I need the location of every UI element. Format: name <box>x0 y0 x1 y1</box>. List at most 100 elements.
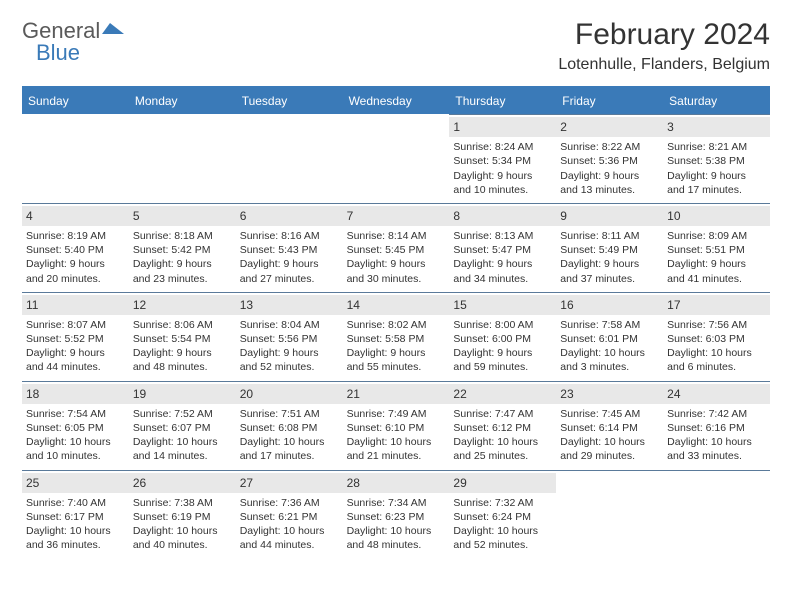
day-detail-line: Sunrise: 7:47 AM <box>453 407 552 421</box>
day-number: 21 <box>343 384 450 404</box>
calendar-cell: 17Sunrise: 7:56 AMSunset: 6:03 PMDayligh… <box>663 292 770 381</box>
day-detail-line: Sunrise: 7:52 AM <box>133 407 232 421</box>
day-detail-line: Sunrise: 7:34 AM <box>347 496 446 510</box>
day-header: Sunday <box>22 88 129 114</box>
day-number: 28 <box>343 473 450 493</box>
day-number: 2 <box>556 117 663 137</box>
day-detail-line: Sunrise: 7:42 AM <box>667 407 766 421</box>
day-detail-line: and 13 minutes. <box>560 183 659 197</box>
day-detail-line: Sunrise: 7:51 AM <box>240 407 339 421</box>
day-number: 9 <box>556 206 663 226</box>
day-header: Saturday <box>663 88 770 114</box>
day-detail-line: Sunset: 6:19 PM <box>133 510 232 524</box>
calendar-cell: 13Sunrise: 8:04 AMSunset: 5:56 PMDayligh… <box>236 292 343 381</box>
day-detail-line: Sunrise: 8:16 AM <box>240 229 339 243</box>
day-header: Friday <box>556 88 663 114</box>
calendar-grid: SundayMondayTuesdayWednesdayThursdayFrid… <box>22 86 770 558</box>
calendar-cell: 10Sunrise: 8:09 AMSunset: 5:51 PMDayligh… <box>663 203 770 292</box>
day-detail-line: and 21 minutes. <box>347 449 446 463</box>
day-number: 19 <box>129 384 236 404</box>
day-detail-line: and 25 minutes. <box>453 449 552 463</box>
day-number: 15 <box>449 295 556 315</box>
day-detail-line: Daylight: 9 hours <box>667 257 766 271</box>
day-detail-line: Daylight: 10 hours <box>347 524 446 538</box>
day-number: 17 <box>663 295 770 315</box>
day-detail-line: and 17 minutes. <box>667 183 766 197</box>
day-detail-line: Daylight: 10 hours <box>560 346 659 360</box>
day-detail-line: Sunset: 6:23 PM <box>347 510 446 524</box>
day-detail-line: Daylight: 10 hours <box>667 435 766 449</box>
day-detail-line: Sunrise: 7:56 AM <box>667 318 766 332</box>
day-detail-line: Sunrise: 8:09 AM <box>667 229 766 243</box>
day-number: 23 <box>556 384 663 404</box>
calendar-cell: 4Sunrise: 8:19 AMSunset: 5:40 PMDaylight… <box>22 203 129 292</box>
day-detail-line: Sunrise: 7:49 AM <box>347 407 446 421</box>
day-number: 3 <box>663 117 770 137</box>
day-number: 29 <box>449 473 556 493</box>
day-detail-line: Sunrise: 8:04 AM <box>240 318 339 332</box>
day-detail-line: Daylight: 9 hours <box>240 257 339 271</box>
day-detail-line: Sunrise: 8:07 AM <box>26 318 125 332</box>
day-detail-line: Sunset: 5:49 PM <box>560 243 659 257</box>
day-detail-line: Daylight: 9 hours <box>26 257 125 271</box>
day-detail-line: Daylight: 10 hours <box>133 435 232 449</box>
day-detail-line: Sunrise: 8:19 AM <box>26 229 125 243</box>
day-number: 4 <box>22 206 129 226</box>
day-detail-line: Daylight: 9 hours <box>133 257 232 271</box>
day-number: 8 <box>449 206 556 226</box>
day-detail-line: Daylight: 10 hours <box>453 524 552 538</box>
day-detail-line: and 29 minutes. <box>560 449 659 463</box>
day-detail-line: Daylight: 10 hours <box>240 524 339 538</box>
title-block: February 2024 Lotenhulle, Flanders, Belg… <box>558 18 770 74</box>
day-number: 7 <box>343 206 450 226</box>
calendar-cell: 12Sunrise: 8:06 AMSunset: 5:54 PMDayligh… <box>129 292 236 381</box>
day-detail-line: Sunset: 6:16 PM <box>667 421 766 435</box>
calendar-cell: 20Sunrise: 7:51 AMSunset: 6:08 PMDayligh… <box>236 381 343 470</box>
calendar-cell: 25Sunrise: 7:40 AMSunset: 6:17 PMDayligh… <box>22 470 129 559</box>
day-detail-line: and 34 minutes. <box>453 272 552 286</box>
day-number: 12 <box>129 295 236 315</box>
day-detail-line: and 27 minutes. <box>240 272 339 286</box>
day-detail-line: Sunset: 6:24 PM <box>453 510 552 524</box>
day-detail-line: Sunrise: 7:36 AM <box>240 496 339 510</box>
day-detail-line: Sunrise: 8:14 AM <box>347 229 446 243</box>
day-detail-line: Sunset: 6:07 PM <box>133 421 232 435</box>
day-detail-line: Sunset: 6:05 PM <box>26 421 125 435</box>
day-detail-line: Sunset: 5:56 PM <box>240 332 339 346</box>
day-detail-line: Daylight: 9 hours <box>26 346 125 360</box>
calendar-cell: 21Sunrise: 7:49 AMSunset: 6:10 PMDayligh… <box>343 381 450 470</box>
calendar-cell <box>343 114 450 203</box>
calendar-cell: 11Sunrise: 8:07 AMSunset: 5:52 PMDayligh… <box>22 292 129 381</box>
day-detail-line: and 33 minutes. <box>667 449 766 463</box>
day-header: Wednesday <box>343 88 450 114</box>
day-detail-line: and 59 minutes. <box>453 360 552 374</box>
day-detail-line: Sunset: 6:01 PM <box>560 332 659 346</box>
day-number: 16 <box>556 295 663 315</box>
calendar-cell: 14Sunrise: 8:02 AMSunset: 5:58 PMDayligh… <box>343 292 450 381</box>
day-detail-line: and 36 minutes. <box>26 538 125 552</box>
day-detail-line: Sunset: 6:00 PM <box>453 332 552 346</box>
day-detail-line: Daylight: 9 hours <box>240 346 339 360</box>
day-detail-line: Sunset: 5:47 PM <box>453 243 552 257</box>
day-detail-line: and 14 minutes. <box>133 449 232 463</box>
day-detail-line: Daylight: 9 hours <box>667 169 766 183</box>
day-detail-line: Sunset: 6:21 PM <box>240 510 339 524</box>
day-detail-line: and 20 minutes. <box>26 272 125 286</box>
day-detail-line: and 41 minutes. <box>667 272 766 286</box>
day-detail-line: Daylight: 9 hours <box>347 257 446 271</box>
day-detail-line: Daylight: 10 hours <box>667 346 766 360</box>
day-detail-line: Daylight: 10 hours <box>26 435 125 449</box>
day-detail-line: Sunset: 6:17 PM <box>26 510 125 524</box>
day-detail-line: Sunrise: 8:24 AM <box>453 140 552 154</box>
calendar-cell <box>556 470 663 559</box>
calendar-cell <box>22 114 129 203</box>
day-detail-line: Sunrise: 8:13 AM <box>453 229 552 243</box>
location-subtitle: Lotenhulle, Flanders, Belgium <box>558 56 770 74</box>
day-detail-line: and 3 minutes. <box>560 360 659 374</box>
day-detail-line: Sunrise: 7:54 AM <box>26 407 125 421</box>
day-number: 1 <box>449 117 556 137</box>
day-detail-line: Sunset: 5:36 PM <box>560 154 659 168</box>
day-detail-line: Daylight: 10 hours <box>453 435 552 449</box>
calendar-cell: 5Sunrise: 8:18 AMSunset: 5:42 PMDaylight… <box>129 203 236 292</box>
calendar-cell: 9Sunrise: 8:11 AMSunset: 5:49 PMDaylight… <box>556 203 663 292</box>
